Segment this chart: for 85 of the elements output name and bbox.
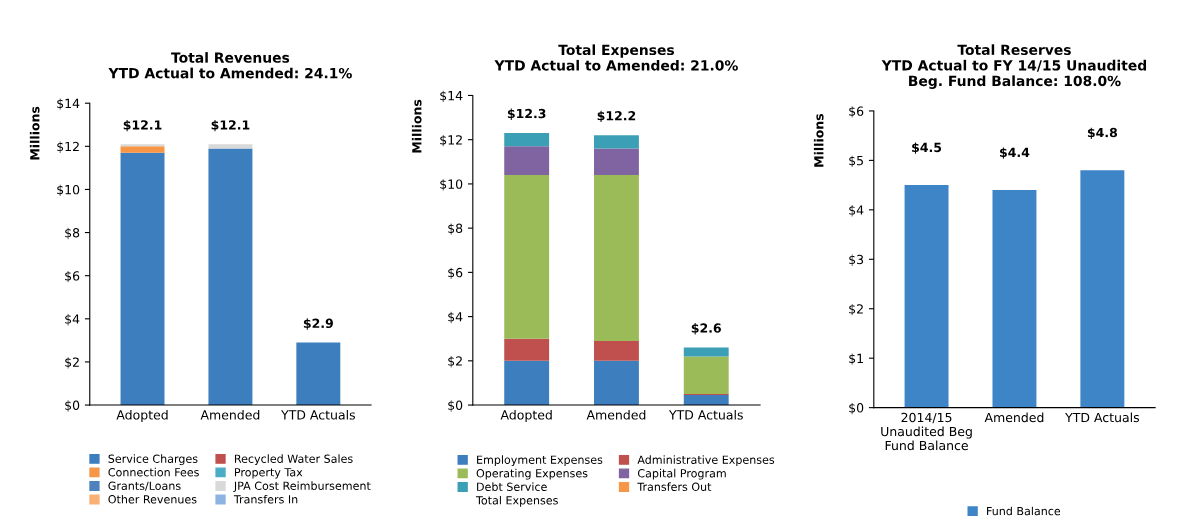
legend-label: Grants/Loans (108, 481, 181, 491)
total-label: $12.3 (507, 108, 546, 120)
legend-label: Service Charges (108, 454, 198, 466)
x-tick-label: YTD Actuals (281, 409, 355, 420)
bar (594, 148, 639, 176)
y-tick-label: $4 (65, 314, 80, 326)
y-tick-label: $0 (65, 400, 80, 412)
bar (1080, 170, 1125, 408)
y-tick-label: $1 (849, 353, 863, 365)
bar (594, 135, 639, 149)
bar (992, 190, 1037, 408)
y-tick-label: $8 (65, 227, 80, 240)
legend-label: Transfers In (233, 494, 298, 504)
x-tick-label: Amended (586, 409, 646, 420)
bar (208, 148, 253, 406)
bar (504, 175, 550, 339)
legend-label: Property Tax (234, 468, 303, 479)
text: Total Expenses (475, 495, 558, 507)
y-tick-label: $2 (849, 303, 863, 316)
y-tick-label: $14 (57, 98, 80, 110)
y-tick-label: $4 (448, 311, 463, 324)
y-tick-label: $12 (57, 141, 79, 153)
bar (504, 146, 550, 176)
y-tick-label: $3 (849, 254, 864, 266)
y-tick-label: $0 (849, 402, 864, 415)
legend-label: Recycled Water Sales (234, 454, 353, 466)
total-label: $2.6 (691, 323, 721, 335)
bar (120, 146, 165, 153)
bar (683, 395, 729, 406)
legend-label: Other Revenues (108, 494, 197, 504)
x-tick-label: Adopted (116, 409, 168, 423)
y-tick-label: $2 (65, 357, 79, 369)
text: $4.5 (912, 142, 942, 154)
x-tick-label: YTD Actuals (1065, 412, 1140, 423)
total-label: $2.9 (303, 318, 333, 330)
chart-title: Total Expenses YTD Actual to Amended: 21.0% (494, 44, 738, 71)
bar (120, 144, 165, 147)
x-tick-label: YTD Actuals (668, 409, 743, 420)
total-label: $12.2 (597, 110, 636, 123)
y-tick-label: $4 (849, 205, 864, 217)
y-tick-label: $5 (849, 155, 863, 167)
bar (904, 185, 949, 408)
chart-title: Total Revenues YTD Actual to Amended: 24.1% (108, 52, 352, 79)
legend-label: Operating Expenses (476, 468, 588, 480)
legend-label: Capital Program (637, 468, 726, 480)
legend-label: JPA Cost Reimbursement (233, 481, 371, 493)
x-tick-label: Amended (984, 412, 1044, 423)
legend-label: Administrative Expenses (637, 455, 775, 467)
y-tick-label: $6 (849, 106, 864, 118)
bar (683, 356, 729, 394)
y-axis-title: Millions (813, 113, 824, 167)
total-label: $12.1 (211, 119, 250, 132)
bar (504, 133, 550, 147)
y-tick-label: $6 (448, 267, 463, 279)
y-tick-label: $6 (65, 270, 80, 283)
y-tick-label: $8 (448, 223, 463, 235)
total-label: $12.1 (123, 119, 162, 132)
y-tick-label: $0 (448, 400, 463, 412)
bar (208, 144, 253, 149)
bar (683, 347, 729, 357)
bar (594, 175, 639, 341)
legend-label: Transfers Out (637, 482, 712, 491)
bar (120, 152, 165, 406)
bar (296, 342, 341, 406)
y-axis-title: Millions (411, 99, 422, 153)
legend-label: Debt Service (477, 482, 547, 491)
y-tick-label: $10 (440, 179, 463, 191)
bar (594, 360, 639, 406)
chart-title: Total Reserves YTD Actual to FY 14/15 Unaudited Beg. Fund Balance: 108.0% (881, 44, 1147, 89)
x-tick-label: Adopted (500, 409, 552, 423)
legend-label: Connection Fees (108, 467, 199, 477)
y-axis-title: Millions (29, 106, 40, 160)
y-tick-label: $2 (448, 356, 462, 368)
bar (504, 338, 550, 361)
text: $4.8 (1087, 127, 1118, 139)
y-tick-label: $14 (440, 90, 463, 103)
legend-label: Fund Balance (987, 506, 1061, 516)
y-tick-label: $12 (440, 134, 462, 147)
text: $4.4 (1000, 147, 1030, 159)
x-tick-label: 2014/15 Unaudited Beg Fund Balance (881, 412, 972, 451)
legend-label: Employment Expenses (477, 455, 603, 467)
x-tick-label: Amended (200, 409, 260, 420)
bar (504, 360, 550, 406)
y-tick-label: $10 (57, 184, 80, 197)
bar (594, 340, 639, 361)
